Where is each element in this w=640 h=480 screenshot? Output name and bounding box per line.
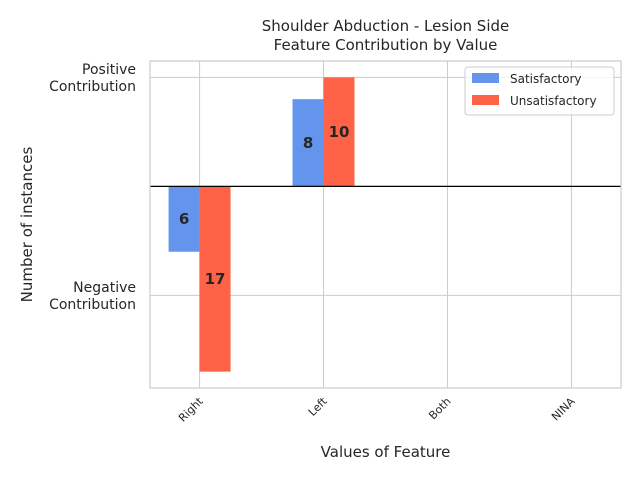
x-tick-label: Right	[176, 394, 206, 424]
legend-box	[464, 66, 615, 116]
bar-label: 8	[303, 134, 313, 152]
y-axis-label: Number of instances	[18, 147, 36, 303]
y-tick-label: Positive Contribution	[49, 62, 136, 95]
x-tick-label: Both	[426, 395, 453, 422]
y-ticks: Positive Contribution Negative Contribution	[49, 62, 136, 313]
legend-label: Unsatisfactory	[510, 94, 597, 108]
axes-frame	[149, 60, 622, 389]
bar-labels: 6 8 17 10	[179, 123, 350, 288]
x-tick-label: Left	[306, 394, 330, 418]
bar-label: 6	[179, 210, 189, 228]
bar	[199, 186, 231, 372]
x-axis-label: Values of Feature	[321, 443, 451, 461]
bar-label: 10	[329, 123, 350, 141]
legend: Satisfactory Unsatisfactory	[464, 66, 615, 116]
bar	[323, 77, 355, 187]
legend-label: Satisfactory	[510, 72, 582, 86]
y-tick-label: Negative Contribution	[49, 280, 136, 313]
x-tick-label: NINA	[549, 395, 578, 424]
bar	[292, 99, 324, 187]
x-ticks: Right Left Both NINA	[176, 394, 578, 424]
chart-title: Shoulder Abduction - Lesion Side Feature …	[262, 17, 510, 54]
bar-label: 17	[205, 270, 226, 288]
bar	[168, 186, 200, 252]
bars	[168, 77, 355, 372]
legend-swatch	[472, 95, 499, 105]
legend-swatch	[472, 73, 499, 83]
plot-frame	[149, 60, 622, 389]
